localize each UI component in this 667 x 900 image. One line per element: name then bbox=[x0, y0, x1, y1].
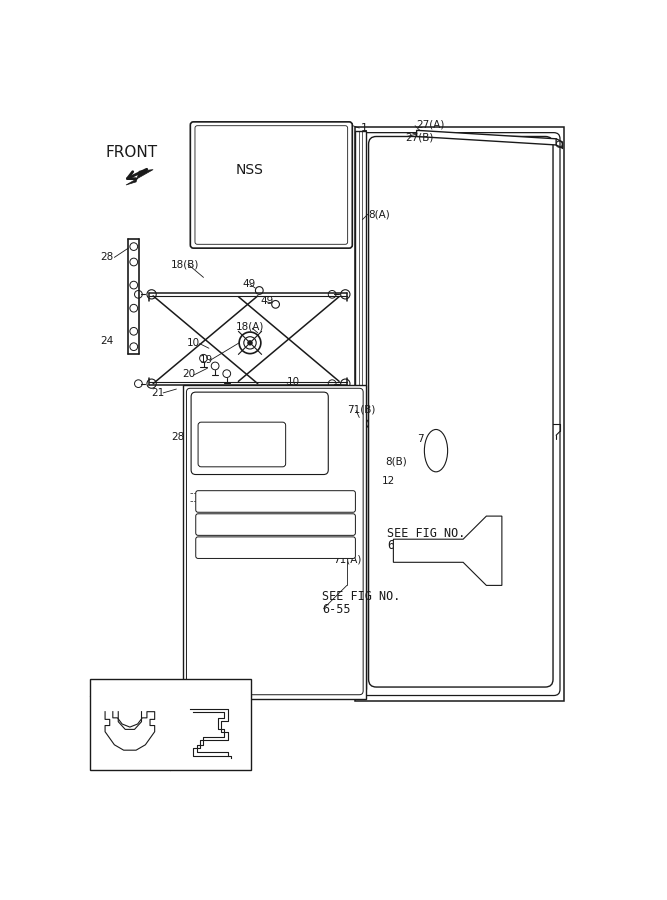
Text: 49: 49 bbox=[260, 296, 273, 306]
FancyBboxPatch shape bbox=[369, 137, 553, 687]
Text: 8(A): 8(A) bbox=[369, 210, 390, 220]
Text: SEE FIG NO.: SEE FIG NO. bbox=[322, 590, 400, 603]
Text: 28: 28 bbox=[101, 252, 113, 263]
Text: 71(A): 71(A) bbox=[333, 554, 362, 564]
Text: 18(B): 18(B) bbox=[171, 259, 199, 269]
Text: 8(B): 8(B) bbox=[195, 699, 217, 708]
Text: 19: 19 bbox=[199, 355, 213, 365]
Text: 20: 20 bbox=[182, 369, 195, 380]
Text: 21: 21 bbox=[151, 388, 164, 398]
Polygon shape bbox=[394, 516, 502, 585]
Text: 49: 49 bbox=[242, 279, 255, 289]
Text: CROSS SECTION VIEW: CROSS SECTION VIEW bbox=[122, 683, 219, 692]
Text: 10: 10 bbox=[287, 377, 300, 387]
FancyBboxPatch shape bbox=[195, 514, 356, 536]
Text: 24: 24 bbox=[101, 336, 113, 346]
Text: 71(B): 71(B) bbox=[347, 405, 376, 415]
Text: 8(B): 8(B) bbox=[385, 456, 407, 466]
Text: FRONT: FRONT bbox=[105, 145, 157, 159]
FancyBboxPatch shape bbox=[195, 537, 356, 558]
Polygon shape bbox=[356, 131, 366, 689]
FancyBboxPatch shape bbox=[195, 491, 356, 512]
FancyBboxPatch shape bbox=[198, 422, 285, 467]
Text: 6-50: 6-50 bbox=[387, 539, 416, 552]
Text: 10: 10 bbox=[187, 338, 199, 348]
Text: 7: 7 bbox=[417, 434, 424, 444]
Text: 12: 12 bbox=[382, 476, 395, 486]
Text: 6-55: 6-55 bbox=[322, 603, 351, 616]
Text: 1: 1 bbox=[361, 123, 368, 133]
Text: 27(B): 27(B) bbox=[405, 132, 434, 142]
Text: 27(A): 27(A) bbox=[417, 120, 445, 130]
Polygon shape bbox=[183, 385, 366, 698]
Text: 8(A): 8(A) bbox=[115, 699, 137, 708]
Polygon shape bbox=[417, 130, 556, 145]
Text: 21: 21 bbox=[236, 407, 249, 417]
FancyBboxPatch shape bbox=[190, 122, 352, 248]
Text: 28: 28 bbox=[171, 432, 184, 442]
Text: NSS: NSS bbox=[236, 163, 264, 176]
Circle shape bbox=[247, 340, 252, 346]
Bar bbox=[89, 680, 251, 770]
Polygon shape bbox=[355, 127, 564, 701]
Text: 18(A): 18(A) bbox=[236, 321, 264, 332]
FancyBboxPatch shape bbox=[191, 392, 328, 474]
Polygon shape bbox=[126, 169, 153, 185]
Text: SEE FIG NO.: SEE FIG NO. bbox=[387, 526, 466, 539]
